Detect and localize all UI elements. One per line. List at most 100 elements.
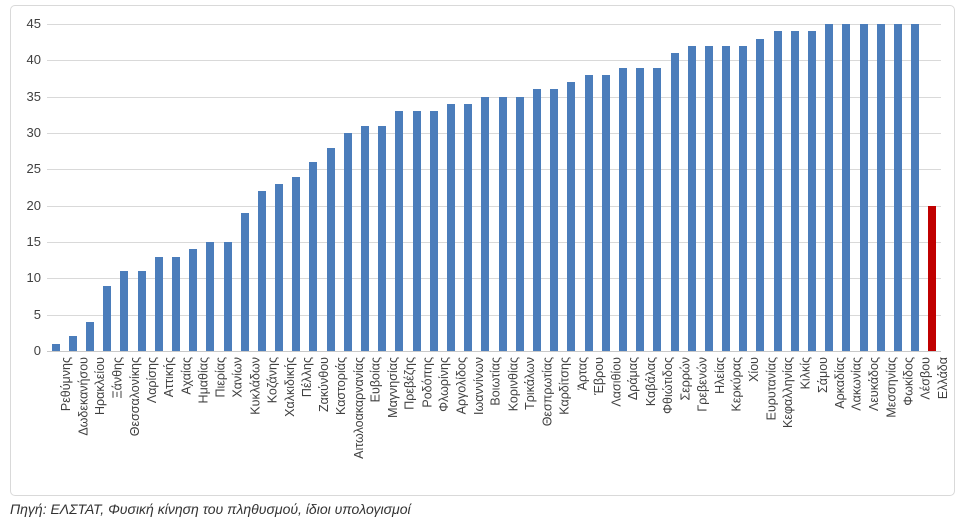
gridline (47, 133, 941, 134)
bar (808, 31, 817, 351)
x-axis-category-label: Κορινθίας (506, 357, 521, 412)
bar (103, 285, 112, 351)
bar (584, 74, 593, 351)
x-axis-category-label: Πρεβέζης (402, 357, 417, 410)
bar (722, 45, 731, 351)
y-axis-tick-label: 30 (26, 125, 41, 140)
bar (790, 31, 799, 351)
bar (773, 31, 782, 351)
x-axis-category-label: Έβρου (592, 357, 607, 395)
x-axis-category-label: Ξάνθης (110, 357, 125, 399)
bar (412, 111, 421, 351)
bar (343, 133, 352, 351)
bar (68, 336, 77, 351)
x-axis-category-label: Ημαθίας (196, 357, 211, 404)
bar (670, 53, 679, 351)
x-axis-category-label: Κοζάνης (265, 357, 280, 404)
bar-chart-region: 0 5 10 15 20 25 30 35 40 45 Ρεθύμνης Δωδεκανήσου Ηρα… (10, 5, 955, 496)
x-axis-category-label: Αρκαδίας (832, 357, 847, 409)
x-axis-category-label: Κιλκίς (798, 357, 813, 390)
x-axis-category-label: Ροδόπης (420, 357, 435, 408)
bar (171, 256, 180, 351)
bar (378, 125, 387, 351)
bar (361, 125, 370, 351)
bar (550, 89, 559, 351)
y-axis-tick-label: 10 (26, 270, 41, 286)
x-axis-category-label: Καρδίτσης (557, 357, 572, 415)
x-axis-category-label: Λακωνίας (849, 357, 864, 411)
x-axis-category-label: Φλωρίνης (437, 357, 452, 412)
bar (515, 96, 524, 351)
bar (137, 271, 146, 351)
x-axis-category-label: Καβάλας (643, 357, 658, 407)
y-axis-tick-label: 35 (26, 88, 41, 104)
x-axis-category-label: Ηλείας (712, 357, 727, 394)
bar (636, 67, 645, 351)
x-axis-category-label: Τρικάλων (523, 357, 538, 410)
x-axis-category-label: Άρτας (574, 357, 589, 391)
bar (51, 343, 60, 351)
gridline (47, 24, 941, 25)
bar (292, 176, 301, 351)
bar (567, 82, 576, 351)
y-axis-tick-label: 25 (26, 161, 41, 177)
y-axis-tick-label: 0 (33, 343, 41, 358)
x-axis-category-label: Λευκάδος (867, 357, 882, 412)
x-axis-category-label: Μαγνησίας (385, 357, 400, 418)
x-axis-category-label: Μεσσηνίας (884, 357, 899, 418)
x-axis-category-label: Ηρακλείου (93, 357, 108, 416)
bar (876, 24, 885, 351)
x-axis-category-label: Κεφαλληνίας (781, 357, 796, 428)
bar (120, 271, 129, 351)
x-axis-category-label: Αττικής (162, 357, 177, 398)
bar (464, 103, 473, 351)
bar-highlight (928, 205, 937, 351)
bar (154, 256, 163, 351)
x-axis-category-label: Αιτωλοακαρνανίας (351, 357, 366, 459)
x-axis-category-label: Ελλάδα (935, 357, 950, 400)
bar (326, 147, 335, 351)
bar (601, 74, 610, 351)
gridline (47, 205, 941, 207)
bar (687, 45, 696, 351)
x-axis-category-label: Χανίων (231, 357, 246, 398)
x-axis-category-label: Ζακύνθου (316, 357, 331, 412)
bar (395, 111, 404, 351)
bar (309, 162, 318, 351)
bar (85, 321, 94, 351)
bar (206, 242, 215, 351)
bar (618, 67, 627, 351)
x-axis-category-label: Πέλλης (299, 357, 314, 398)
bar (429, 111, 438, 351)
source-note: Πηγή: ΕΛΣΤΑΤ, Φυσική κίνηση του πληθυσμο… (10, 501, 411, 517)
x-axis-category-label: Λασιθίου (609, 357, 624, 407)
x-axis-category-label: Ευρυτανίας (763, 357, 778, 421)
x-axis-category-label: Καστοριάς (334, 357, 349, 415)
plot-area: 0 5 10 15 20 25 30 35 40 45 Ρεθύμνης Δωδεκανήσου Ηρα… (11, 6, 954, 495)
bar (756, 38, 765, 351)
bar (859, 24, 868, 351)
x-axis-category-label: Κερκύρας (729, 357, 744, 412)
bar (275, 183, 284, 351)
x-axis-category-label: Αχαίας (179, 357, 194, 395)
bar (739, 45, 748, 351)
gridline (47, 242, 941, 243)
y-axis-tick-label: 5 (33, 306, 41, 322)
gridline (47, 96, 941, 98)
x-axis-category-label: Σερρών (678, 357, 693, 401)
x-axis-category-label: Βοιωτίας (488, 357, 503, 406)
bar (447, 103, 456, 351)
x-axis-category-label: Αργολίδος (454, 357, 469, 415)
gridline (47, 278, 941, 280)
bar (532, 89, 541, 351)
y-axis-tick-label: 40 (26, 52, 41, 68)
x-axis-category-label: Λέσβου (918, 357, 933, 400)
gridline (47, 169, 941, 171)
gridline (47, 314, 941, 316)
x-axis-category-label: Ιωαννίνων (471, 357, 486, 415)
bar (704, 45, 713, 351)
y-axis-tick-label: 45 (26, 16, 41, 31)
bar (653, 67, 662, 351)
bar (481, 96, 490, 351)
